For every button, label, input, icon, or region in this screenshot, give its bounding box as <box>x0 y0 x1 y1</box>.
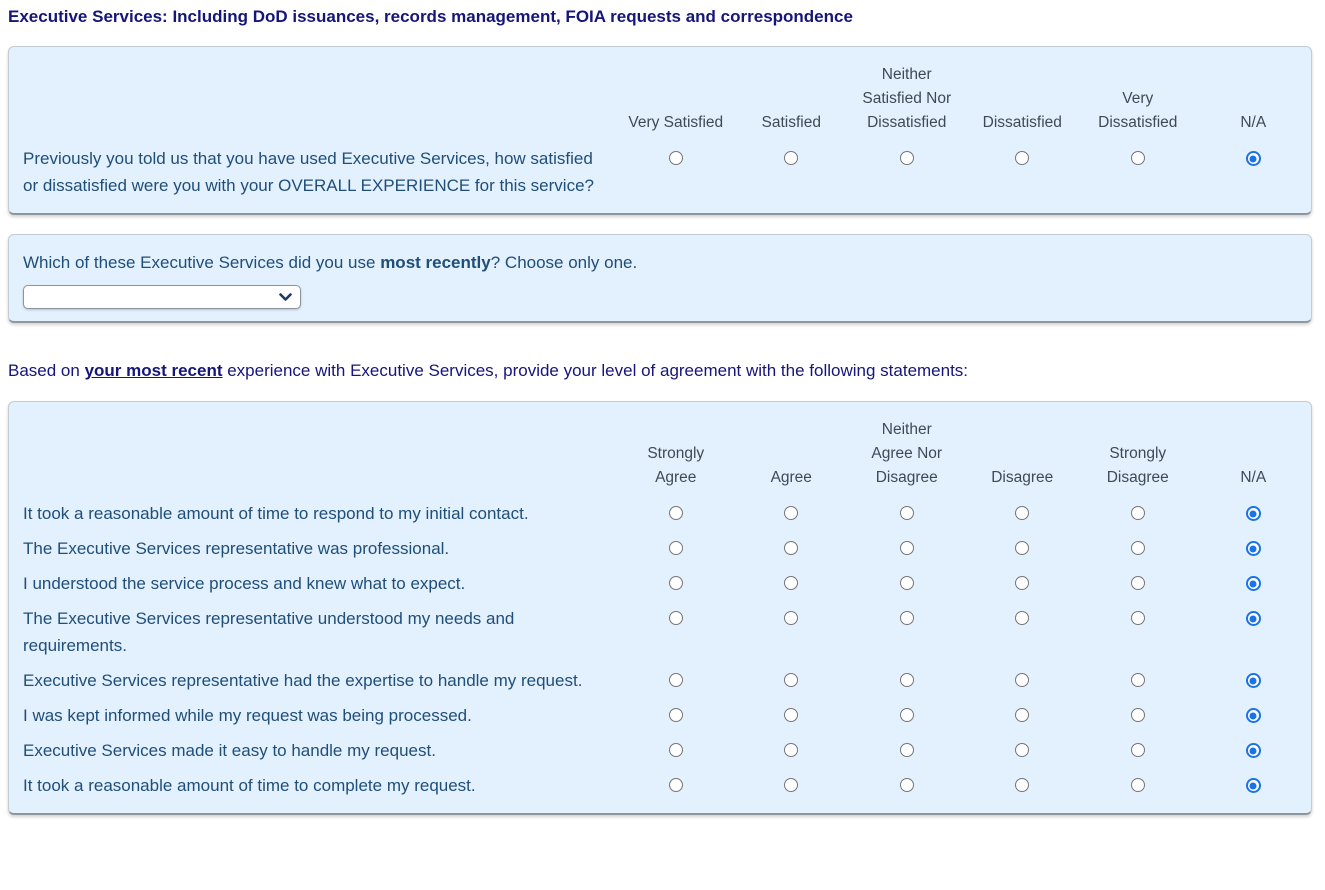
radio-agree[interactable] <box>784 778 799 792</box>
radio-neither[interactable] <box>899 778 914 792</box>
satisfaction-panel: Very Satisfied Satisfied Neither Satisfi… <box>8 46 1312 215</box>
agreement-row: Executive Services made it easy to handl… <box>9 733 1311 768</box>
radio-agree[interactable] <box>784 576 799 590</box>
radio-neither[interactable] <box>899 708 914 722</box>
radio-strongly-agree[interactable] <box>668 541 683 555</box>
agreement-statement: It took a reasonable amount of time to c… <box>23 776 476 795</box>
radio-disagree[interactable] <box>1015 506 1030 520</box>
radio-strongly-agree[interactable] <box>668 506 683 520</box>
radio-strongly-agree[interactable] <box>668 673 683 687</box>
agreement-panel: Strongly Agree Agree Neither Agree Nor D… <box>8 401 1312 815</box>
radio-na-selected[interactable] <box>1245 576 1261 591</box>
radio-strongly-disagree[interactable] <box>1130 576 1145 590</box>
radio-disagree[interactable] <box>1015 778 1030 792</box>
header-spacer <box>9 63 618 135</box>
radio-na-selected[interactable] <box>1245 541 1261 556</box>
radio-na-selected[interactable] <box>1245 506 1261 521</box>
radio-very-satisfied[interactable] <box>668 151 683 165</box>
agreement-statement: I was kept informed while my request was… <box>23 706 472 725</box>
radio-disagree[interactable] <box>1015 708 1030 722</box>
agreement-statement: It took a reasonable amount of time to r… <box>23 504 529 523</box>
radio-na-selected[interactable] <box>1245 778 1261 793</box>
agreement-row: Executive Services representative had th… <box>9 663 1311 698</box>
radio-agree[interactable] <box>784 743 799 757</box>
column-header-dissatisfied: Dissatisfied <box>982 114 1062 131</box>
radio-neither[interactable] <box>899 673 914 687</box>
agreement-row: The Executive Services representative un… <box>9 601 1311 663</box>
column-header-strongly-agree: Strongly Agree <box>647 445 705 486</box>
radio-neither[interactable] <box>899 611 914 625</box>
radio-very-dissatisfied[interactable] <box>1130 151 1145 165</box>
column-header-strongly-disagree: Strongly Disagree <box>1106 445 1169 486</box>
radio-disagree[interactable] <box>1015 541 1030 555</box>
radio-disagree[interactable] <box>1015 576 1030 590</box>
agreement-row: I understood the service process and kne… <box>9 566 1311 601</box>
satisfaction-header-row: Very Satisfied Satisfied Neither Satisfi… <box>9 47 1311 135</box>
agreement-row: I was kept informed while my request was… <box>9 698 1311 733</box>
radio-strongly-disagree[interactable] <box>1130 778 1145 792</box>
agreement-statement: The Executive Services representative un… <box>23 609 515 655</box>
radio-agree[interactable] <box>784 673 799 687</box>
agreement-statement: Executive Services representative had th… <box>23 671 583 690</box>
radio-satisfied[interactable] <box>784 151 799 165</box>
agreement-statement: Executive Services made it easy to handl… <box>23 741 436 760</box>
recent-service-select[interactable] <box>23 285 301 309</box>
agreement-intro-emphasis: your most recent <box>84 361 223 380</box>
radio-strongly-agree[interactable] <box>668 611 683 625</box>
radio-na-selected[interactable] <box>1245 708 1261 723</box>
recent-service-select-wrap <box>23 285 301 309</box>
radio-strongly-disagree[interactable] <box>1130 743 1145 757</box>
radio-strongly-agree[interactable] <box>668 778 683 792</box>
satisfaction-question: Previously you told us that you have use… <box>23 149 594 195</box>
radio-agree[interactable] <box>784 506 799 520</box>
radio-disagree[interactable] <box>1015 611 1030 625</box>
recent-service-panel: Which of these Executive Services did yo… <box>8 234 1312 323</box>
satisfaction-row: Previously you told us that you have use… <box>9 141 1311 203</box>
column-header-na: N/A <box>1240 469 1267 486</box>
recent-service-question: Which of these Executive Services did yo… <box>23 253 638 272</box>
agreement-row: It took a reasonable amount of time to r… <box>9 496 1311 531</box>
radio-na-selected[interactable] <box>1245 151 1261 166</box>
agreement-intro: Based on your most recent experience wit… <box>8 361 969 380</box>
recent-question-bold: most recently <box>380 253 491 272</box>
column-header-disagree: Disagree <box>991 469 1054 486</box>
radio-neither[interactable] <box>899 743 914 757</box>
radio-neither[interactable] <box>899 576 914 590</box>
column-header-satisfied: Satisfied <box>761 114 821 131</box>
radio-strongly-disagree[interactable] <box>1130 708 1145 722</box>
radio-agree[interactable] <box>784 611 799 625</box>
radio-disagree[interactable] <box>1015 743 1030 757</box>
header-spacer <box>9 418 618 490</box>
radio-agree[interactable] <box>784 708 799 722</box>
radio-strongly-disagree[interactable] <box>1130 541 1145 555</box>
radio-disagree[interactable] <box>1015 673 1030 687</box>
agreement-header-row: Strongly Agree Agree Neither Agree Nor D… <box>9 402 1311 490</box>
radio-na-selected[interactable] <box>1245 611 1261 626</box>
radio-strongly-disagree[interactable] <box>1130 673 1145 687</box>
column-header-very-dissatisfied: Very Dissatisfied <box>1098 90 1178 131</box>
agreement-statement: I understood the service process and kne… <box>23 574 466 593</box>
page-title: Executive Services: Including DoD issuan… <box>8 7 853 26</box>
radio-strongly-disagree[interactable] <box>1130 506 1145 520</box>
column-header-agree: Agree <box>770 469 812 486</box>
radio-dissatisfied[interactable] <box>1015 151 1030 165</box>
radio-strongly-agree[interactable] <box>668 743 683 757</box>
radio-strongly-agree[interactable] <box>668 576 683 590</box>
radio-na-selected[interactable] <box>1245 743 1261 758</box>
agreement-statement: The Executive Services representative wa… <box>23 539 450 558</box>
radio-strongly-disagree[interactable] <box>1130 611 1145 625</box>
radio-neither[interactable] <box>899 151 914 165</box>
radio-strongly-agree[interactable] <box>668 708 683 722</box>
radio-agree[interactable] <box>784 541 799 555</box>
radio-neither[interactable] <box>899 541 914 555</box>
column-header-na: N/A <box>1240 114 1267 131</box>
agreement-row: The Executive Services representative wa… <box>9 531 1311 566</box>
column-header-neither: Neither Satisfied Nor Dissatisfied <box>862 66 952 131</box>
radio-na-selected[interactable] <box>1245 673 1261 688</box>
column-header-neither-agree: Neither Agree Nor Disagree <box>871 421 943 486</box>
column-header-very-satisfied: Very Satisfied <box>628 114 724 131</box>
radio-neither[interactable] <box>899 506 914 520</box>
agreement-row: It took a reasonable amount of time to c… <box>9 768 1311 803</box>
